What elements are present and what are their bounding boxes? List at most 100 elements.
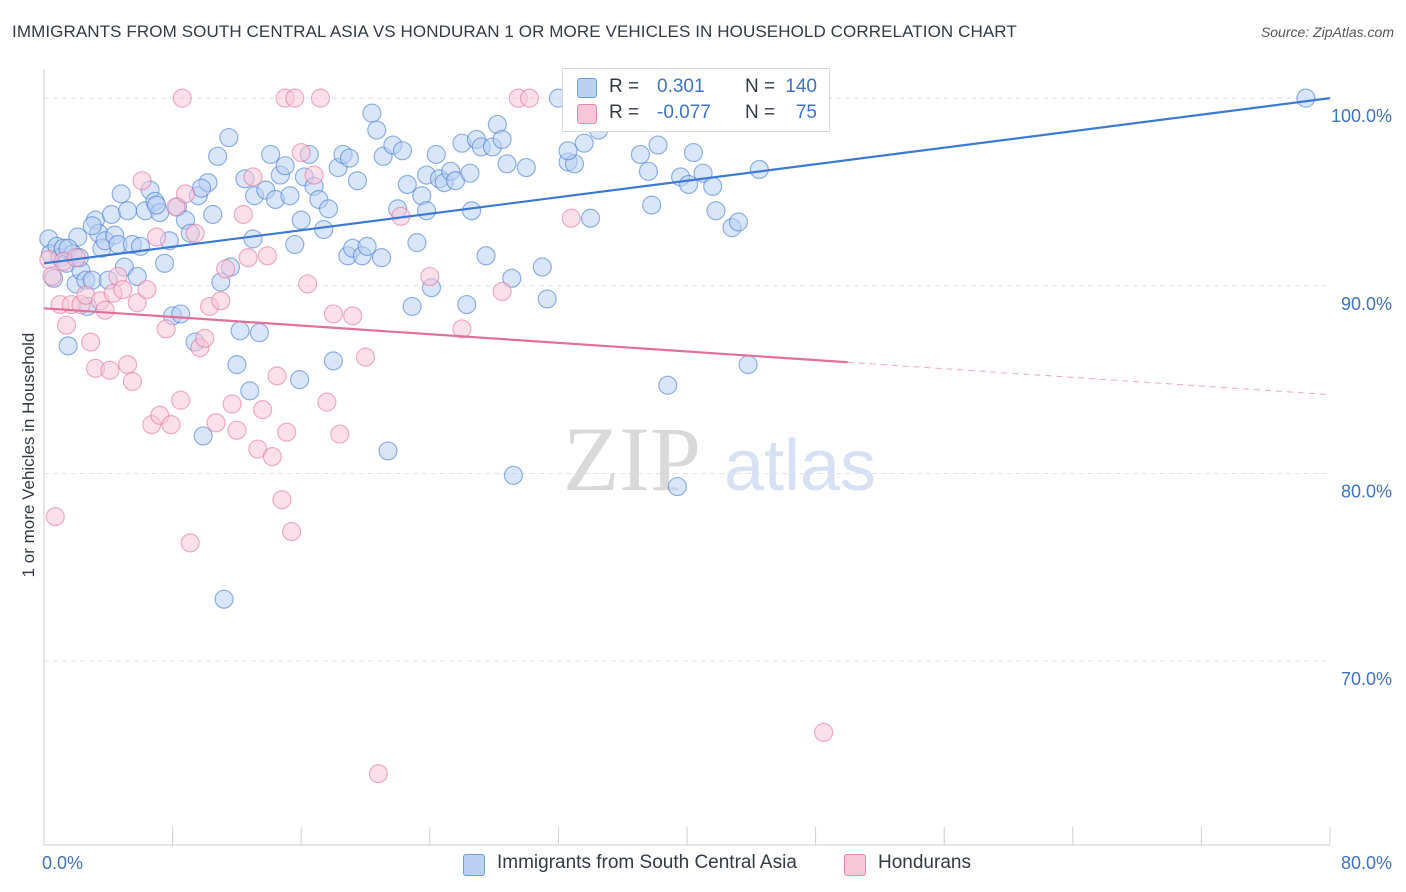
south-central-asia-point bbox=[240, 381, 260, 401]
y-tick-label: 70.0% bbox=[1341, 669, 1392, 689]
honduran-point bbox=[185, 223, 205, 243]
south-central-asia-point bbox=[728, 212, 749, 232]
honduran-point bbox=[310, 88, 331, 108]
honduran-point bbox=[281, 522, 302, 542]
south-central-asia-point bbox=[703, 176, 723, 196]
honduran-trend-line bbox=[43, 307, 848, 364]
south-central-asia-point bbox=[503, 465, 523, 485]
honduran-point bbox=[368, 764, 388, 784]
honduran-point bbox=[175, 184, 196, 204]
honduran-point bbox=[420, 266, 440, 287]
south-central-asia-point bbox=[227, 355, 247, 375]
honduran-point bbox=[117, 355, 138, 375]
honduran-point bbox=[146, 227, 167, 247]
honduran-point bbox=[243, 167, 263, 187]
chart-source: Source: ZipAtlas.com bbox=[1260, 24, 1394, 40]
legend-swatch-pink bbox=[844, 854, 866, 876]
watermark: ZIP atlas bbox=[563, 408, 876, 510]
honduran-point bbox=[814, 722, 834, 743]
axes bbox=[43, 70, 1331, 846]
series-legend: Immigrants from South Central Asia Hondu… bbox=[0, 852, 1406, 876]
south-central-asia-point bbox=[476, 246, 496, 266]
honduran-point bbox=[238, 248, 258, 268]
honduran-point bbox=[233, 204, 253, 225]
south-central-asia-point bbox=[146, 195, 167, 215]
honduran-point bbox=[291, 142, 311, 163]
south-central-asia-point bbox=[371, 248, 392, 268]
south-central-asia-point bbox=[289, 370, 310, 390]
legend-label: Hondurans bbox=[878, 852, 971, 873]
legend-n-label: N = bbox=[745, 102, 776, 123]
south-central-asia-point bbox=[648, 135, 668, 155]
honduran-point bbox=[137, 279, 157, 300]
legend-swatch-blue bbox=[577, 78, 597, 98]
honduran-point bbox=[272, 490, 292, 510]
south-central-asia-point bbox=[392, 141, 413, 161]
south-central-asia-point bbox=[285, 234, 305, 255]
south-central-asia-point bbox=[461, 201, 482, 221]
south-central-asia-point bbox=[426, 144, 446, 165]
south-central-asia-point bbox=[339, 148, 360, 168]
south-central-asia-point bbox=[638, 161, 659, 181]
honduran-point bbox=[166, 197, 186, 217]
honduran-point bbox=[267, 366, 287, 386]
south-central-asia-point bbox=[460, 163, 480, 183]
south-central-asia-point bbox=[230, 321, 250, 341]
x-tick-label: 0.0% bbox=[42, 853, 83, 873]
legend-swatch-blue bbox=[463, 854, 485, 876]
south-central-asia-point bbox=[457, 294, 477, 315]
south-central-asia-point bbox=[492, 129, 512, 150]
honduran-point bbox=[113, 279, 133, 300]
south-central-asia-point bbox=[58, 336, 78, 356]
south-central-asia-point bbox=[497, 154, 517, 174]
honduran-point bbox=[211, 291, 231, 311]
honduran-point bbox=[95, 300, 115, 320]
honduran-point bbox=[132, 171, 152, 191]
south-central-asia-point bbox=[318, 199, 339, 219]
honduran-point bbox=[262, 446, 282, 467]
south-central-asia-point bbox=[706, 201, 726, 221]
honduran-point bbox=[285, 88, 305, 108]
south-central-asia-point bbox=[537, 289, 557, 309]
south-central-asia-point bbox=[416, 201, 437, 221]
chart-title: IMMIGRANTS FROM SOUTH CENTRAL ASIA VS HO… bbox=[12, 22, 1017, 41]
south-central-asia-point bbox=[362, 103, 382, 123]
legend-label: Immigrants from South Central Asia bbox=[497, 852, 797, 873]
honduran-point bbox=[172, 88, 192, 108]
legend-r-value: -0.077 bbox=[657, 102, 711, 123]
south-central-asia-point bbox=[642, 195, 662, 215]
south-central-asia-trend-line bbox=[43, 97, 1331, 265]
y-tick-label: 90.0% bbox=[1341, 294, 1392, 314]
honduran-point bbox=[257, 246, 278, 266]
south-central-asia-point bbox=[314, 219, 334, 240]
south-central-asia-point bbox=[532, 257, 552, 277]
legend-n-value: 75 bbox=[795, 102, 817, 123]
honduran-point bbox=[156, 319, 176, 339]
south-central-asia-point bbox=[111, 184, 131, 204]
y-tick-label: 80.0% bbox=[1341, 481, 1392, 501]
honduran-point bbox=[45, 507, 65, 527]
south-central-asia-point bbox=[630, 144, 650, 165]
honduran-point bbox=[180, 533, 200, 553]
honduran-trend-line-extension bbox=[847, 361, 1331, 396]
south-central-asia-point bbox=[347, 171, 368, 191]
legend-swatch-pink bbox=[577, 104, 597, 124]
honduran-point bbox=[122, 371, 143, 392]
honduran-point bbox=[355, 347, 376, 367]
south-central-asia-point bbox=[117, 201, 138, 221]
honduran-point bbox=[277, 422, 297, 442]
south-central-asia-point bbox=[738, 355, 758, 375]
south-central-asia-point bbox=[275, 156, 295, 176]
south-central-asia-point bbox=[367, 120, 387, 140]
honduran-point bbox=[452, 319, 472, 339]
honduran-point bbox=[330, 424, 350, 444]
south-central-asia-point bbox=[127, 266, 147, 287]
tick-labels: 70.0% 80.0% 90.0% 100.0% 0.0% 80.0% bbox=[42, 106, 1392, 873]
y-tick-label: 100.0% bbox=[1331, 106, 1392, 126]
stats-legend: R = 0.301 N = 140 R = -0.077 N = 75 bbox=[562, 68, 830, 132]
honduran-point bbox=[100, 360, 120, 380]
south-central-asia-point bbox=[516, 157, 536, 178]
south-central-asia-point bbox=[249, 323, 270, 343]
honduran-point bbox=[171, 390, 191, 410]
watermark-atlas: atlas bbox=[724, 426, 876, 506]
